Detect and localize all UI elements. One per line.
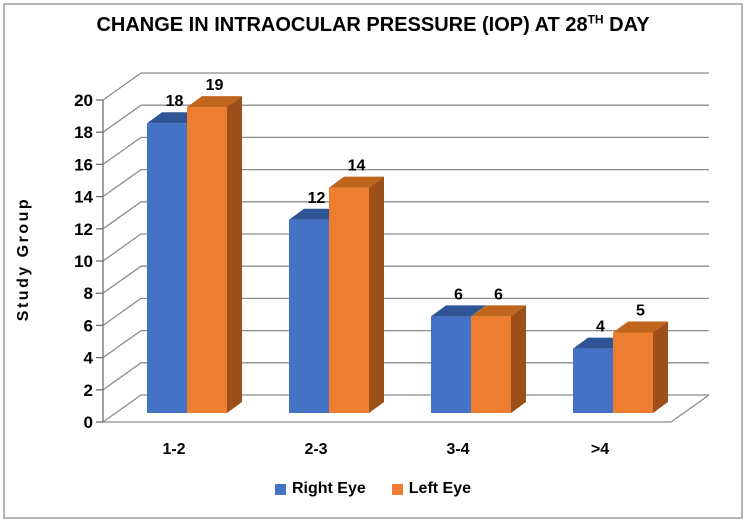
y-tick-label-10: 10 [74,252,93,271]
bar-front-right-eye-2-3 [289,219,329,413]
y-tick-label-18: 18 [74,123,93,142]
bar-front-left-eye-2-3 [329,187,369,413]
bar-top-left-eye-3-4 [471,305,526,317]
bar-side-left-eye-3-4 [511,305,526,413]
legend-label-right-eye: Right Eye [291,480,366,497]
bar-front-left-eye-3-4 [471,316,511,413]
bar-front-right-eye->4 [573,348,613,413]
legend-label-left-eye: Left Eye [408,480,472,497]
left-eye-swatch-icon [391,483,403,495]
data-label-3-4-1: 6 [494,286,503,303]
x-category-label-3-4: 3-4 [446,441,469,458]
data-label-1-2-1: 19 [206,77,224,94]
x-category-label-2-3: 2-3 [304,441,327,458]
data-label->4-0: 4 [596,319,605,336]
gridline-diagonal-8 [102,265,142,294]
floor-right-edge [670,394,710,423]
data-label-2-3-0: 12 [308,190,326,207]
y-tick-label-4: 4 [84,349,94,368]
bar-side-left-eye-1-2 [227,96,242,413]
y-tick-label-14: 14 [74,188,93,207]
gridline-diagonal-14 [102,169,142,198]
chart-title-superscript: TH [587,12,604,27]
x-category-label-1-2: 1-2 [162,441,185,458]
bar-front-right-eye-3-4 [431,316,471,413]
bar-front-left-eye->4 [613,332,653,413]
gridline-diagonal-12 [102,201,142,230]
y-tick-label-20: 20 [74,91,93,110]
gridline-diagonal-10 [102,233,142,262]
gridline-diagonal-20 [102,72,142,101]
bar-top-left-eye->4 [613,321,668,333]
y-tick-label-16: 16 [74,155,93,174]
chart-title: CHANGE IN INTRAOCULAR PRESSURE (IOP) AT … [0,12,746,37]
y-tick-label-12: 12 [74,220,93,239]
chart-title-main: CHANGE IN INTRAOCULAR PRESSURE (IOP) AT … [96,14,588,36]
gridline-diagonal-6 [102,297,142,326]
y-tick-label-2: 2 [84,381,93,400]
bar-front-left-eye-1-2 [187,107,227,413]
bar-front-right-eye-1-2 [147,123,187,413]
x-category-label->4: >4 [591,441,609,458]
chart-title-tail: DAY [603,14,650,36]
data-label-2-3-1: 14 [348,158,366,175]
legend-item-right-eye: Right Eye [274,480,366,498]
bar-top-left-eye-1-2 [187,96,242,108]
chart-legend: Right Eye Left Eye [0,477,746,501]
y-tick-label-8: 8 [84,284,93,303]
bar-top-right-eye-3-4 [431,305,486,317]
gridline-diagonal-4 [102,330,142,359]
data-label->4-1: 5 [636,303,645,320]
gridline-diagonal-0 [102,394,142,423]
legend-item-left-eye: Left Eye [391,480,472,498]
y-tick-label-6: 6 [84,316,93,335]
y-tick-label-0: 0 [84,413,93,432]
gridline-diagonal-16 [102,136,142,165]
bar-side-left-eye-2-3 [369,176,384,413]
gridline-diagonal-18 [102,104,142,133]
bar-side-left-eye->4 [653,321,668,413]
bar-top-left-eye-2-3 [329,176,384,188]
data-label-1-2-0: 18 [166,93,184,110]
gridline-diagonal-2 [102,362,142,391]
data-label-3-4-0: 6 [454,286,463,303]
right-eye-swatch-icon [274,483,286,495]
